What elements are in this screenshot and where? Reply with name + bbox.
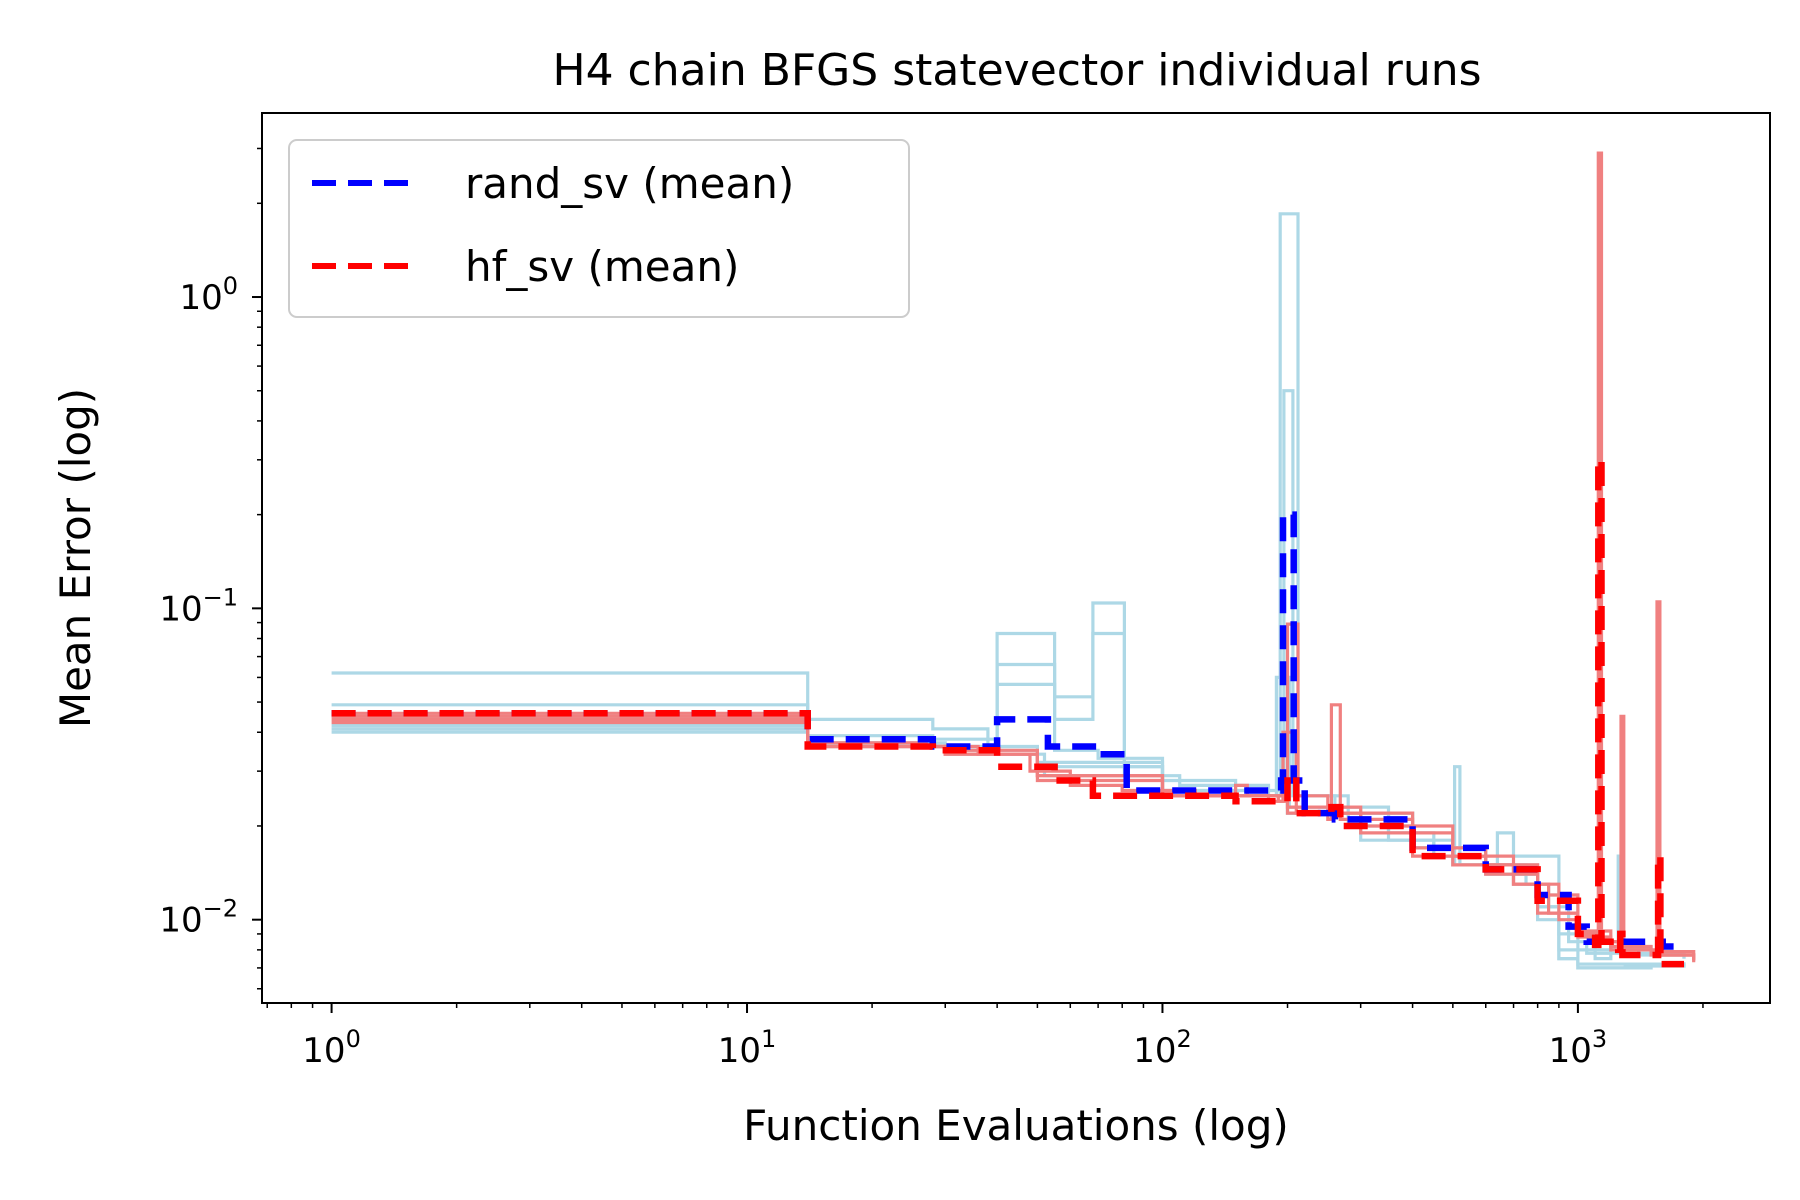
x-axis-label: Function Evaluations (log) bbox=[743, 1101, 1289, 1150]
legend: rand_sv (mean) hf_sv (mean) bbox=[288, 139, 910, 318]
y-axis-label: Mean Error (log) bbox=[51, 388, 100, 728]
legend-box bbox=[288, 139, 910, 318]
legend-label-hf-sv: hf_sv (mean) bbox=[465, 242, 739, 291]
hf-sv-mean-line bbox=[331, 456, 1684, 968]
x-tick-label: 101 bbox=[718, 1025, 777, 1071]
rand-sv-mean-line bbox=[331, 511, 1674, 950]
plot-area: 100 101 102 103 10−2 10−1 100 bbox=[159, 112, 1771, 1071]
mean-lines bbox=[331, 456, 1684, 968]
x-axis-ticks: 100 101 102 103 bbox=[266, 1003, 1704, 1071]
x-tick-label: 103 bbox=[1549, 1025, 1608, 1071]
chart-title: H4 chain BFGS statevector individual run… bbox=[552, 45, 1481, 96]
x-tick-label: 102 bbox=[1133, 1025, 1192, 1071]
x-tick-label: 100 bbox=[302, 1025, 361, 1071]
y-axis-ticks: 10−2 10−1 100 bbox=[159, 147, 262, 990]
y-tick-label: 10−2 bbox=[159, 895, 238, 941]
y-tick-label: 100 bbox=[179, 272, 238, 318]
legend-label-rand-sv: rand_sv (mean) bbox=[465, 159, 794, 208]
y-tick-label: 10−1 bbox=[159, 583, 238, 629]
plot-frame bbox=[261, 112, 1771, 1004]
